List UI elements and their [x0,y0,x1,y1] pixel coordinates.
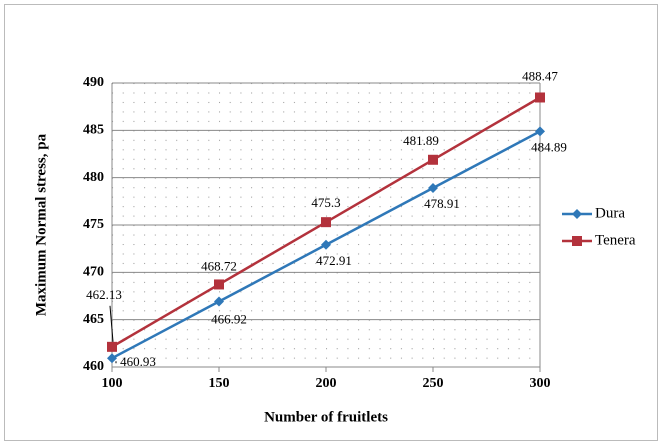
marker [214,279,224,290]
y-axis-label: Maximum Normal stress, pa [33,133,49,316]
data-label: 466.92 [211,311,247,326]
marker [321,217,331,228]
data-label: 481.89 [403,133,439,148]
data-label: 462.13 [86,287,122,302]
y-tick-label: 475 [83,217,104,232]
y-tick-label: 490 [83,75,104,90]
marker [214,296,224,307]
data-label: 468.72 [201,258,237,273]
legend-marker [572,236,582,246]
y-tick-label: 465 [83,312,104,327]
data-label: 484.89 [531,139,567,154]
marker [321,239,331,250]
x-axis-label: Number of fruitlets [264,409,388,425]
x-tick-label: 200 [316,376,337,391]
x-tick-label: 150 [209,376,230,391]
data-label: 472.91 [316,253,352,268]
marker [535,126,545,137]
data-label: 460.93 [120,354,156,369]
data-label: 488.47 [522,68,558,83]
legend-marker [572,209,582,219]
x-tick-label: 300 [530,376,551,391]
y-tick-label: 470 [83,265,104,280]
marker [107,341,117,352]
marker [535,92,545,103]
y-tick-label: 460 [83,359,104,374]
x-tick-label: 100 [102,376,123,391]
marker [428,182,438,193]
x-tick-label: 250 [423,376,444,391]
marker [107,353,117,364]
legend-label: Dura [595,205,625,221]
leader-line [109,305,114,342]
marker [428,154,438,165]
y-tick-label: 485 [83,123,104,138]
y-tick-label: 480 [83,170,104,185]
data-label: 478.91 [424,196,460,211]
legend-label: Tenera [595,232,636,248]
data-label: 475.3 [311,195,340,210]
